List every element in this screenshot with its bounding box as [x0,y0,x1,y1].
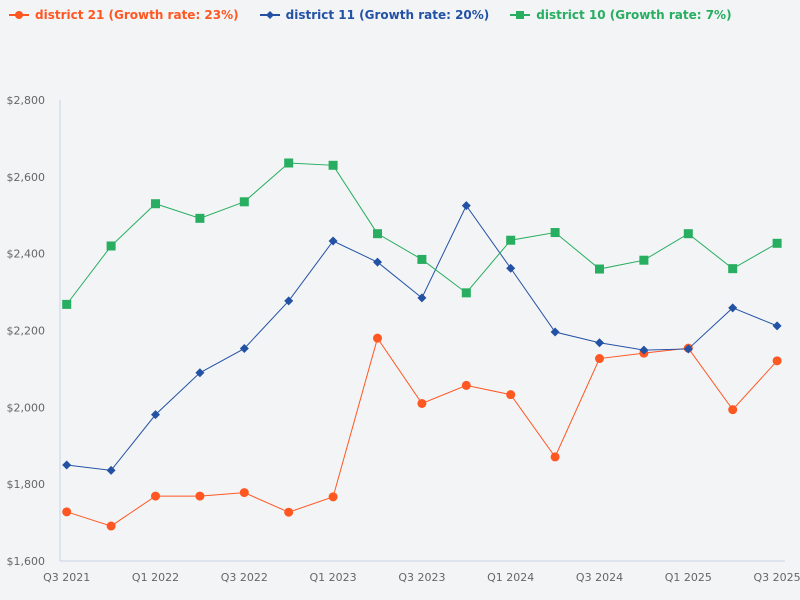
data-point [461,288,471,298]
data-point [284,158,294,168]
data-point [373,257,382,267]
legend-label: district 21 (Growth rate: 23%) [35,8,239,22]
square-marker-icon [510,11,531,19]
series-line [66,337,778,527]
data-point [772,321,782,331]
data-point [62,460,72,470]
x-tick-label: Q3 2021 [43,571,90,584]
data-point [373,333,382,343]
legend: district 21 (Growth rate: 23%) district … [8,8,732,22]
x-tick-label: Q1 2025 [665,571,712,584]
x-tick-label: Q3 2025 [754,571,800,584]
y-tick-label: $1,600 [7,555,46,568]
y-tick-label: $2,600 [7,171,46,184]
data-point [550,327,560,337]
data-point [417,254,427,264]
data-point [195,213,205,223]
diamond-marker-icon [259,11,280,19]
circle-marker-icon [9,11,29,19]
data-point [106,241,116,251]
data-point [595,338,604,348]
data-point [506,263,516,273]
data-point [772,238,782,248]
data-point [506,235,516,245]
data-point [195,491,205,501]
data-point [328,492,338,502]
data-point [151,491,160,501]
data-point [461,380,471,390]
x-tick-label: Q1 2023 [310,571,357,584]
x-tick-label: Q3 2023 [398,571,445,584]
data-point [328,236,338,246]
data-point [239,197,249,207]
x-tick-label: Q3 2022 [221,571,268,584]
data-point [683,229,693,239]
x-tick-label: Q1 2024 [487,571,534,584]
x-tick-label: Q3 2024 [576,571,623,584]
data-point [62,299,72,309]
legend-item-district-10[interactable]: district 10 (Growth rate: 7%) [509,8,732,22]
y-tick-label: $2,400 [7,248,46,261]
series-group [62,158,782,531]
series-circle [62,333,782,531]
data-point [284,296,294,306]
y-tick-label: $1,800 [7,478,46,491]
y-tick-label: $2,800 [7,94,46,107]
data-point [239,344,249,354]
data-point [417,398,427,408]
data-point [239,488,249,498]
x-tick-label: Q1 2022 [132,571,179,584]
legend-item-district-11[interactable]: district 11 (Growth rate: 20%) [259,8,490,22]
data-point [595,264,604,274]
data-point [639,345,649,355]
series-diamond [62,201,782,475]
y-tick-label: $2,000 [7,401,46,414]
data-point [195,368,205,378]
data-point [106,465,116,475]
data-point [461,201,471,211]
data-point [550,228,560,238]
data-point [106,521,116,531]
data-point [417,293,427,303]
data-point [328,160,338,170]
series-line [66,162,778,305]
y-tick-label: $2,200 [7,325,46,338]
legend-item-district-21[interactable]: district 21 (Growth rate: 23%) [8,8,239,22]
data-point [506,390,516,400]
series-line [66,204,778,471]
data-point [151,410,160,420]
data-point [728,264,738,274]
data-point [373,229,382,239]
data-point [62,507,72,517]
data-point [728,303,738,313]
data-point [550,452,560,462]
axes: $1,600 $1,800 $2,000 $2,200 $2,400 $2,600 $2,8… [7,94,800,584]
data-point [151,199,160,209]
data-point [284,507,294,517]
data-point [595,354,604,364]
data-point [772,356,782,366]
data-point [728,405,738,415]
data-point [683,344,693,354]
data-point [639,255,649,265]
legend-label: district 11 (Growth rate: 20%) [285,8,490,22]
series-square [62,158,782,309]
legend-label: district 10 (Growth rate: 7%) [536,8,732,22]
